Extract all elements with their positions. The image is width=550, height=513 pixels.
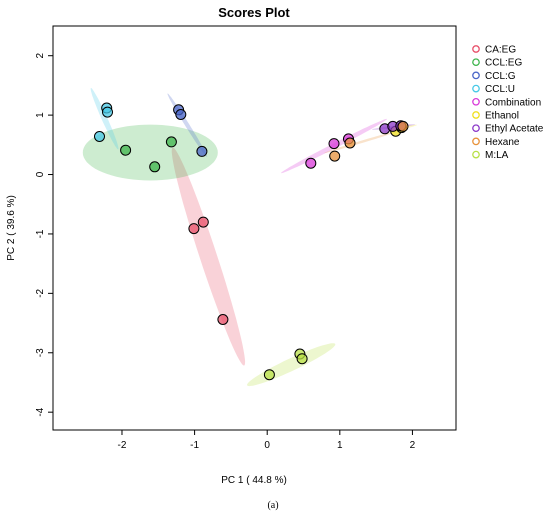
legend-marker-8 bbox=[472, 150, 480, 159]
legend-label-3: CCL:U bbox=[485, 84, 515, 95]
ellipse-0 bbox=[171, 147, 246, 366]
y-axis: -4 -3 -2 -1 0 1 2 bbox=[35, 52, 53, 417]
plot-frame bbox=[52, 25, 457, 431]
y-tick-label: 2 bbox=[35, 52, 46, 58]
point-8-0 bbox=[263, 369, 275, 381]
legend-marker-7 bbox=[472, 137, 480, 146]
legend-label-5: Ethanol bbox=[485, 111, 519, 122]
legend-label-2: CCL:G bbox=[485, 71, 516, 82]
confidence-ellipses bbox=[82, 88, 417, 387]
point-2-1 bbox=[175, 109, 187, 120]
point-7-2 bbox=[397, 120, 409, 132]
y-tick-label: 0 bbox=[35, 171, 46, 177]
y-tick-label: -2 bbox=[35, 288, 46, 297]
legend-label-0: CA:EG bbox=[485, 45, 516, 56]
point-7-1 bbox=[344, 137, 356, 149]
x-axis-label: PC 1 ( 44.8 %) bbox=[221, 475, 287, 486]
ellipse-8 bbox=[247, 343, 336, 387]
legend-marker-4 bbox=[472, 97, 480, 106]
legend: CA:EG CCL:EG CCL:G CCL:U Combination Ethanol E… bbox=[472, 45, 544, 161]
legend-label-6: Ethyl Acetate bbox=[485, 124, 544, 135]
point-2-2 bbox=[196, 145, 208, 157]
x-tick-label: 1 bbox=[337, 440, 343, 451]
x-tick-label: 2 bbox=[410, 440, 416, 451]
y-tick-label: -1 bbox=[35, 229, 46, 238]
chart-title: Scores Plot bbox=[218, 5, 290, 20]
legend-marker-3 bbox=[472, 84, 480, 93]
legend-label-7: Hexane bbox=[485, 137, 520, 148]
y-tick-label: -4 bbox=[35, 407, 46, 416]
y-tick-label: 1 bbox=[35, 112, 46, 118]
point-0-0 bbox=[188, 223, 200, 235]
legend-marker-1 bbox=[472, 58, 480, 67]
point-8-2 bbox=[296, 353, 308, 365]
y-tick-label: -3 bbox=[35, 348, 46, 357]
point-0-1 bbox=[197, 216, 209, 228]
ellipse-7 bbox=[324, 130, 400, 154]
point-4-1 bbox=[328, 138, 340, 150]
ellipse-3 bbox=[90, 88, 119, 150]
legend-marker-0 bbox=[472, 45, 480, 53]
legend-marker-6 bbox=[472, 124, 480, 133]
point-3-2 bbox=[94, 131, 105, 142]
point-4-0 bbox=[305, 157, 317, 169]
legend-label-1: CCL:EG bbox=[485, 58, 522, 69]
legend-marker-2 bbox=[472, 71, 480, 80]
point-7-0 bbox=[329, 150, 341, 162]
legend-marker-5 bbox=[472, 111, 480, 119]
figure-caption: (a) bbox=[267, 500, 278, 511]
point-3-1 bbox=[102, 106, 113, 118]
legend-label-4: Combination bbox=[485, 97, 541, 108]
point-0-2 bbox=[217, 314, 229, 325]
point-1-2 bbox=[165, 136, 177, 148]
x-tick-label: 0 bbox=[264, 440, 270, 451]
score-points bbox=[94, 102, 409, 381]
legend-label-8: M:LA bbox=[485, 150, 509, 161]
y-axis-label: PC 2 ( 39.6 %) bbox=[6, 195, 17, 261]
x-axis: -2 -1 0 1 2 bbox=[118, 430, 416, 451]
x-tick-label: -1 bbox=[190, 440, 199, 451]
x-tick-label: -2 bbox=[118, 440, 127, 451]
point-1-0 bbox=[120, 144, 132, 156]
ellipse-1 bbox=[82, 124, 218, 181]
point-1-1 bbox=[149, 161, 161, 173]
